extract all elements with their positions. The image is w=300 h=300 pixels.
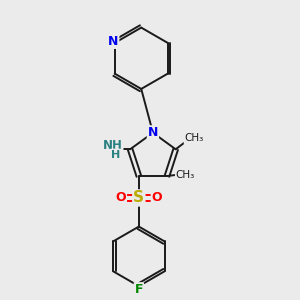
Text: CH₃: CH₃ [184,133,204,143]
Text: S: S [133,190,144,206]
Text: O: O [152,191,162,204]
Text: NH: NH [103,139,123,152]
Text: O: O [116,191,126,204]
Text: CH₃: CH₃ [176,169,195,180]
Text: N: N [108,35,119,48]
Text: H: H [111,149,120,160]
Text: F: F [135,283,143,296]
Text: N: N [148,126,158,139]
